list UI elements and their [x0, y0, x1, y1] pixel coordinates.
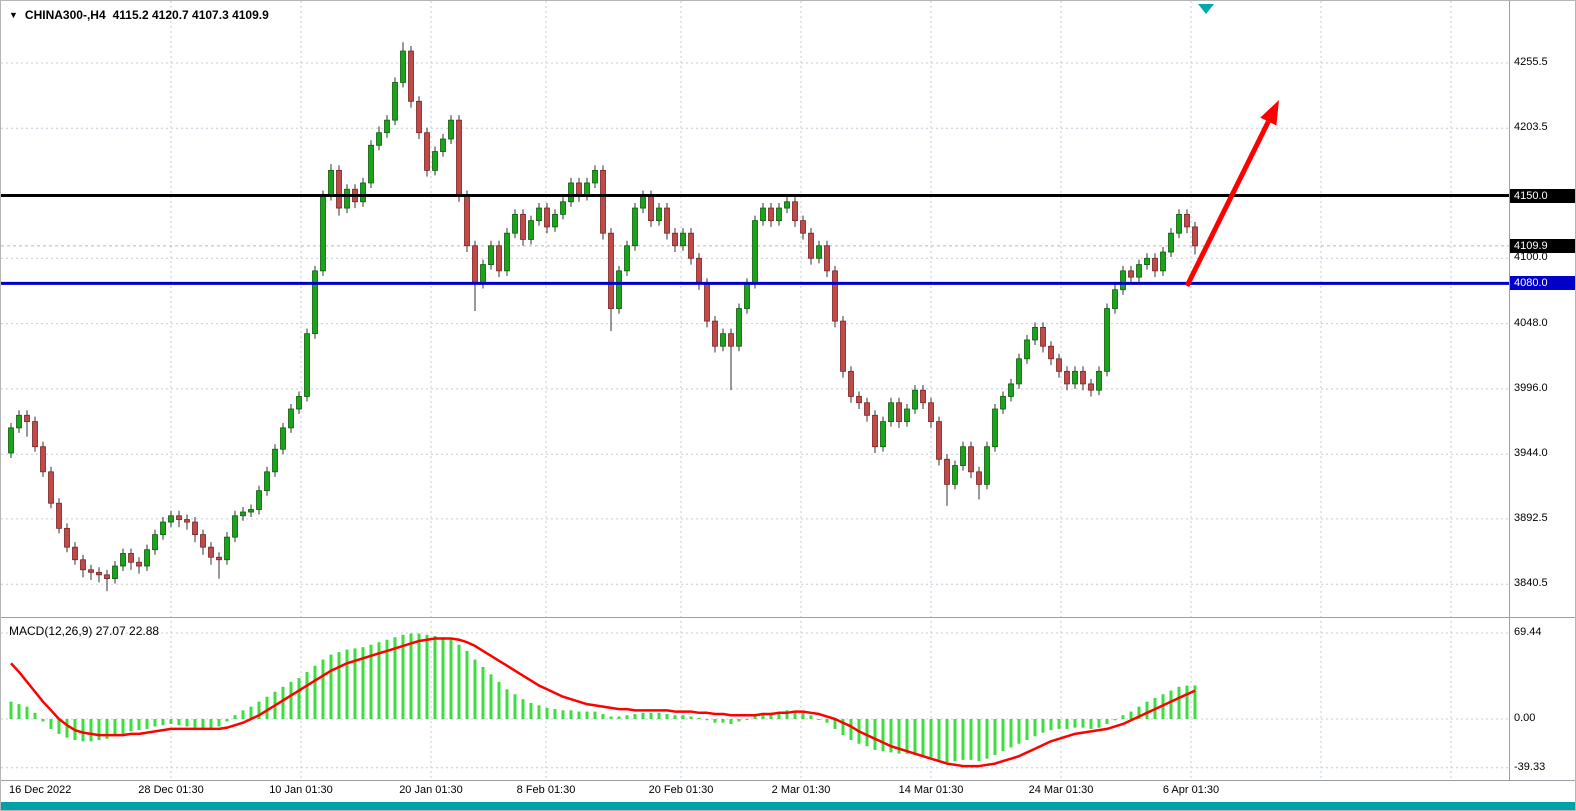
trend-arrow-head [1260, 100, 1279, 126]
price-scale-label: 3892.5 [1514, 511, 1548, 524]
price-scale-label: 3996.0 [1514, 381, 1548, 394]
price-line-badge: 4150.0 [1510, 188, 1575, 203]
time-scale[interactable]: 16 Dec 2022 28 Dec 01:30 10 Jan 01:30 20 Ja… [1, 782, 1509, 801]
macd-scale-label: -39.33 [1514, 760, 1546, 773]
time-axis-label: 20 Feb 01:30 [648, 784, 714, 796]
time-axis-label: 16 Dec 2022 [9, 784, 72, 796]
bottom-strip [1, 802, 1575, 810]
time-axis-label: 10 Jan 01:30 [269, 784, 333, 796]
time-axis-label: 20 Jan 01:30 [399, 784, 463, 796]
price-line-badge: 4080.0 [1510, 276, 1575, 291]
symbol-dropdown-icon[interactable]: ▼ [9, 10, 18, 20]
time-axis-label: 24 Mar 01:30 [1028, 784, 1094, 796]
time-axis-label: 28 Dec 01:30 [138, 784, 204, 796]
time-axis-label: 6 Apr 01:30 [1162, 784, 1220, 796]
time-axis-label: 2 Mar 01:30 [771, 784, 831, 796]
ohlc-quote: 4115.2 4120.7 4107.3 4109.9 [112, 8, 269, 22]
price-scale[interactable]: 4255.5 4203.5 4100.0 4048.0 3996.0 3944.0 3892… [1510, 1, 1575, 781]
symbol-timeframe: CHINA300-,H4 [24, 8, 106, 22]
price-scale-label: 3840.5 [1514, 577, 1548, 590]
price-scale-label: 4203.5 [1514, 121, 1548, 134]
current-price-badge: 4109.9 [1510, 238, 1575, 253]
price-scale-label: 4048.0 [1514, 316, 1548, 329]
macd-indicator-label: MACD(12,26,9) 27.07 22.88 [9, 624, 160, 638]
macd-scale-label: 69.44 [1514, 625, 1542, 638]
price-scale-label: 4100.0 [1514, 251, 1548, 264]
time-axis-label: 14 Mar 01:30 [898, 784, 964, 796]
time-axis-label: 8 Feb 01:30 [516, 784, 576, 796]
scroll-marker-icon[interactable] [1198, 4, 1214, 14]
trend-arrow-annotation[interactable] [1184, 120, 1271, 288]
price-scale-label: 4255.5 [1514, 56, 1548, 68]
chart-header: ▼ CHINA300-,H4 4115.2 4120.7 4107.3 4109… [9, 8, 269, 22]
macd-scale-label: 0.00 [1514, 712, 1536, 724]
price-scale-label: 3944.0 [1514, 447, 1548, 460]
